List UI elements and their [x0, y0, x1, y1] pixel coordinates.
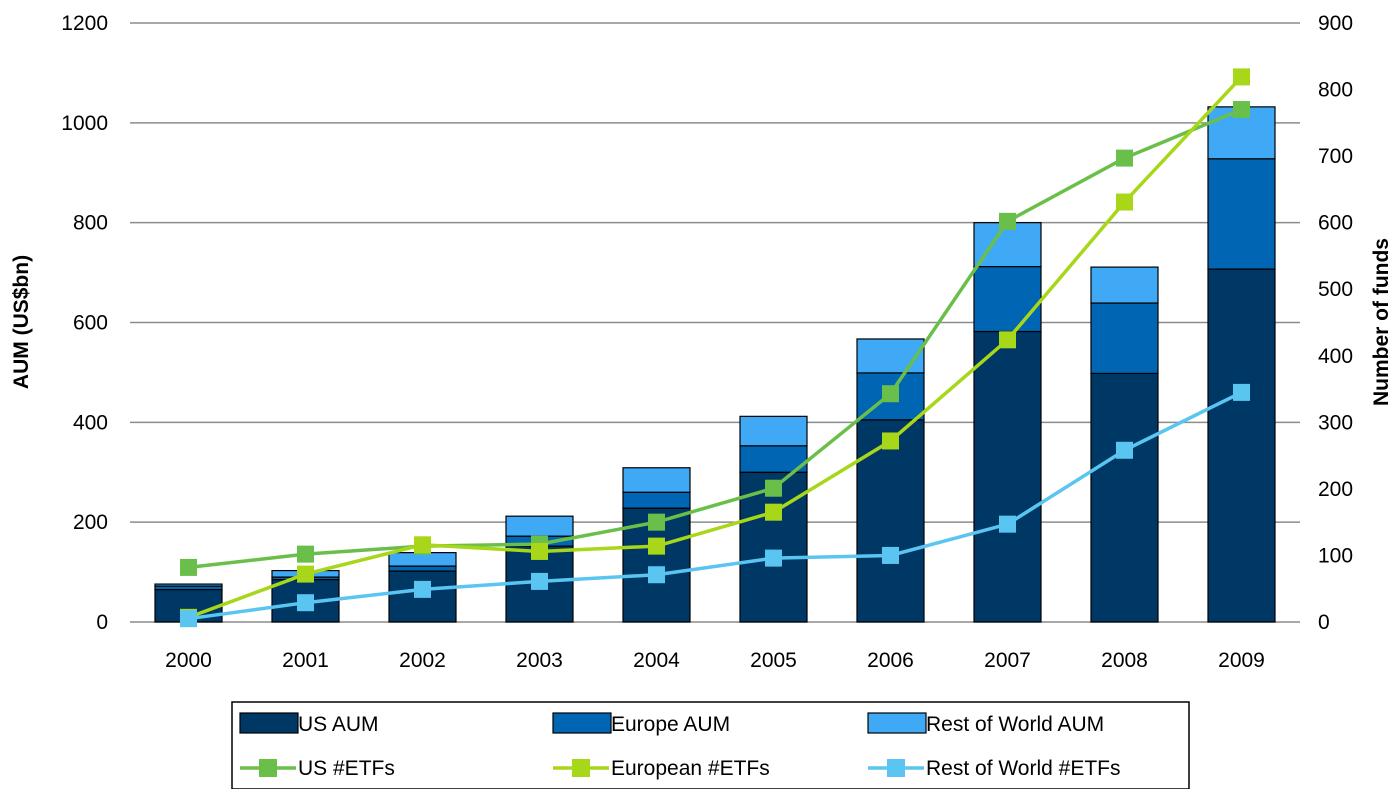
tick-labels: 0 200 400 600 800 1000 1200 0 100 200 300 400 500 600… — [61, 12, 1353, 672]
y2-tick-label: 600 — [1318, 212, 1353, 235]
x-tick-label: 2001 — [282, 649, 329, 672]
x-tick-label: 2008 — [1101, 649, 1148, 672]
bar-us-aum-2008 — [1090, 372, 1159, 623]
point-rest-of-world-etfs-2006 — [882, 546, 899, 564]
y-tick-label: 600 — [73, 312, 108, 335]
x-tick-label: 2004 — [633, 649, 680, 672]
y2-tick-label: 800 — [1318, 79, 1353, 102]
x-tick-label: 2002 — [399, 649, 446, 672]
bar-europe-aum-2008 — [1090, 302, 1159, 375]
legend-box — [231, 701, 1190, 789]
bar-europe-aum-2009 — [1207, 158, 1276, 270]
legend-marker — [887, 759, 905, 777]
point-us-etfs-2001 — [297, 545, 314, 563]
y2-tick-label: 500 — [1318, 278, 1353, 301]
legend-marker — [259, 759, 277, 777]
point-rest-of-world-etfs-2005 — [765, 549, 782, 567]
point-rest-of-world-etfs-2009 — [1233, 383, 1250, 401]
point-european-etfs-2007 — [999, 331, 1016, 349]
x-tick-label: 2005 — [750, 649, 797, 672]
y2-tick-label: 200 — [1318, 478, 1353, 501]
bar-rest-of-world-aum-2005 — [739, 415, 808, 447]
x-tick-label: 2007 — [984, 649, 1031, 672]
point-rest-of-world-etfs-2001 — [297, 594, 314, 612]
x-tick-label: 2006 — [867, 649, 914, 672]
y2-tick-label: 400 — [1318, 345, 1353, 368]
bar-europe-aum-2007 — [973, 265, 1042, 333]
bar-us-aum-2009 — [1207, 268, 1276, 623]
y-tick-label: 1000 — [61, 112, 108, 135]
legend-marker — [572, 759, 590, 777]
point-us-etfs-2008 — [1116, 149, 1133, 167]
legend-swatch — [239, 712, 299, 734]
point-european-etfs-2008 — [1116, 193, 1133, 211]
y-tick-label: 800 — [73, 212, 108, 235]
bar-rest-of-world-aum-2002 — [388, 552, 457, 567]
x-tick-label: 2009 — [1218, 649, 1265, 672]
point-us-etfs-2005 — [765, 479, 782, 497]
point-european-etfs-2002 — [414, 536, 431, 554]
bar-us-aum-2006 — [856, 419, 925, 623]
y-tick-label: 200 — [73, 511, 108, 534]
line-us-etfs — [188, 107, 1243, 570]
legend-label: US #ETFs — [298, 757, 395, 780]
bar-rest-of-world-aum-2003 — [505, 515, 574, 537]
legend-swatch — [552, 712, 612, 734]
point-us-etfs-2007 — [999, 212, 1016, 230]
y-axis-title: AUM (US$bn) — [10, 255, 33, 389]
legend-label: US AUM — [298, 713, 379, 736]
point-european-etfs-2003 — [531, 542, 548, 560]
bars — [154, 106, 1276, 623]
point-rest-of-world-etfs-2008 — [1116, 441, 1133, 459]
legend-label: Europe AUM — [611, 713, 730, 736]
bar-europe-aum-2002 — [388, 565, 457, 572]
bar-us-aum-2007 — [973, 330, 1042, 623]
line-european-etfs — [187, 75, 1243, 619]
point-us-etfs-2006 — [882, 385, 899, 403]
bar-europe-aum-2005 — [739, 445, 808, 473]
lines — [180, 68, 1250, 628]
y-tick-label: 0 — [96, 611, 108, 634]
point-european-etfs-2009 — [1233, 68, 1250, 86]
point-rest-of-world-etfs-2000 — [180, 610, 197, 628]
y2-tick-label: 100 — [1318, 544, 1353, 567]
point-european-etfs-2005 — [765, 503, 782, 521]
legend-label: Rest of World #ETFs — [926, 757, 1121, 780]
legend-swatch — [867, 712, 927, 734]
y2-axis-title: Number of funds — [1370, 238, 1393, 406]
bar-rest-of-world-aum-2006 — [856, 338, 925, 374]
point-rest-of-world-etfs-2003 — [531, 572, 548, 590]
y-tick-label: 400 — [73, 411, 108, 434]
bar-rest-of-world-aum-2004 — [622, 467, 691, 493]
point-european-etfs-2001 — [297, 565, 314, 583]
y2-tick-label: 900 — [1318, 12, 1353, 35]
line-rest-of-world-etfs — [188, 390, 1243, 621]
point-european-etfs-2004 — [648, 537, 665, 555]
bar-rest-of-world-aum-2000 — [154, 583, 223, 587]
legend-label: European #ETFs — [611, 757, 770, 780]
point-rest-of-world-etfs-2002 — [414, 580, 431, 598]
point-us-etfs-2004 — [648, 513, 665, 531]
point-rest-of-world-etfs-2004 — [648, 566, 665, 584]
y2-tick-label: 0 — [1318, 611, 1330, 634]
y2-tick-label: 700 — [1318, 145, 1353, 168]
legend: US AUM Europe AUM Rest of World AUM US #ETF… — [231, 701, 1190, 789]
x-tick-label: 2000 — [165, 649, 212, 672]
point-us-etfs-2000 — [180, 558, 197, 576]
point-rest-of-world-etfs-2007 — [999, 515, 1016, 533]
y2-tick-label: 300 — [1318, 411, 1353, 434]
legend-label: Rest of World AUM — [926, 713, 1104, 736]
point-us-etfs-2009 — [1233, 101, 1250, 119]
bar-europe-aum-2004 — [622, 491, 691, 509]
y-tick-label: 1200 — [61, 12, 108, 35]
point-european-etfs-2006 — [882, 432, 899, 450]
x-tick-label: 2003 — [516, 649, 563, 672]
bar-rest-of-world-aum-2008 — [1090, 266, 1159, 304]
